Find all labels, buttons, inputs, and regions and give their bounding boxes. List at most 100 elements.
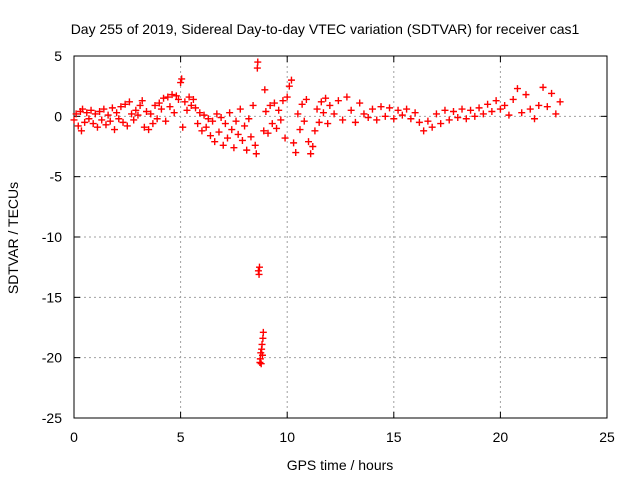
data-point xyxy=(351,118,359,126)
data-point xyxy=(206,132,214,140)
y-tick-label: -25 xyxy=(42,410,62,426)
data-point xyxy=(145,126,153,134)
data-point xyxy=(89,120,97,128)
data-point xyxy=(300,117,308,125)
data-point xyxy=(257,360,265,368)
data-point xyxy=(313,105,321,113)
data-point xyxy=(93,123,101,131)
y-tick-label: 0 xyxy=(54,108,62,124)
data-point xyxy=(428,123,436,131)
data-point xyxy=(471,112,479,120)
data-point xyxy=(181,98,189,106)
y-tick-labels: -25 -20 -15 -10 -5 0 5 xyxy=(42,48,62,426)
data-point xyxy=(172,92,180,100)
data-point xyxy=(96,108,104,116)
data-point xyxy=(260,127,268,135)
data-point xyxy=(247,133,255,141)
data-point xyxy=(256,355,264,363)
data-point xyxy=(281,134,289,142)
x-tick-label: 0 xyxy=(70,429,78,445)
data-point xyxy=(279,97,287,105)
data-point xyxy=(72,110,80,118)
data-point xyxy=(119,118,127,126)
data-point xyxy=(85,115,93,123)
data-point xyxy=(123,122,131,130)
x-tick-label: 20 xyxy=(493,429,509,445)
x-tick-label: 15 xyxy=(386,429,402,445)
data-point xyxy=(224,134,232,142)
data-point xyxy=(136,101,144,109)
data-point xyxy=(305,138,313,146)
y-tick-label: -10 xyxy=(42,229,62,245)
data-point xyxy=(198,127,206,135)
data-point xyxy=(108,104,116,112)
data-point xyxy=(189,95,197,103)
data-point xyxy=(151,101,159,109)
data-point xyxy=(211,138,219,146)
axes xyxy=(73,55,608,419)
data-point xyxy=(356,99,364,107)
data-point xyxy=(140,123,148,131)
data-point xyxy=(221,120,229,128)
data-point xyxy=(115,115,123,123)
data-point xyxy=(132,106,140,114)
data-point xyxy=(398,111,406,119)
data-point xyxy=(255,263,263,271)
data-point xyxy=(326,101,334,109)
data-point xyxy=(420,127,428,135)
data-point xyxy=(100,105,108,113)
data-point xyxy=(556,98,564,106)
data-point xyxy=(168,91,176,99)
y-tick-label: -20 xyxy=(42,350,62,366)
data-point xyxy=(230,144,238,152)
data-point xyxy=(170,109,178,117)
data-point xyxy=(394,106,402,114)
data-point xyxy=(290,139,298,147)
data-point xyxy=(149,120,157,128)
data-point xyxy=(174,95,182,103)
data-point xyxy=(475,104,483,112)
data-point xyxy=(302,95,310,103)
data-point xyxy=(454,114,462,122)
data-point xyxy=(334,97,342,105)
y-tick-label: -15 xyxy=(42,289,62,305)
data-point xyxy=(364,114,372,122)
data-point xyxy=(261,86,269,94)
data-point xyxy=(91,110,99,118)
data-point xyxy=(315,118,323,126)
data-point xyxy=(81,118,89,126)
data-point xyxy=(185,93,193,101)
data-point xyxy=(202,123,210,131)
data-point xyxy=(343,93,351,101)
data-point xyxy=(458,105,466,113)
data-point xyxy=(548,89,556,97)
data-point xyxy=(509,95,517,103)
data-point xyxy=(200,111,208,119)
data-point xyxy=(488,108,496,116)
data-point xyxy=(70,116,78,124)
y-tick-label: 5 xyxy=(54,48,62,64)
data-point xyxy=(285,82,293,90)
data-point xyxy=(213,110,221,118)
data-point xyxy=(437,120,445,128)
data-point xyxy=(501,101,509,109)
data-point xyxy=(106,117,114,125)
data-point xyxy=(249,101,257,109)
data-point xyxy=(142,108,150,116)
data-point xyxy=(415,118,423,126)
data-point xyxy=(255,270,263,278)
x-tick-label: 10 xyxy=(279,429,295,445)
data-point xyxy=(215,128,223,136)
data-point xyxy=(226,109,234,117)
data-point xyxy=(496,105,504,113)
data-point xyxy=(441,106,449,114)
data-point xyxy=(164,93,172,101)
data-point xyxy=(153,115,161,123)
data-point xyxy=(368,105,376,113)
data-point xyxy=(535,101,543,109)
data-point xyxy=(243,146,251,154)
data-point xyxy=(513,85,521,93)
x-axis-label: GPS time / hours xyxy=(287,457,394,473)
data-point xyxy=(386,104,394,112)
data-point xyxy=(138,97,146,105)
